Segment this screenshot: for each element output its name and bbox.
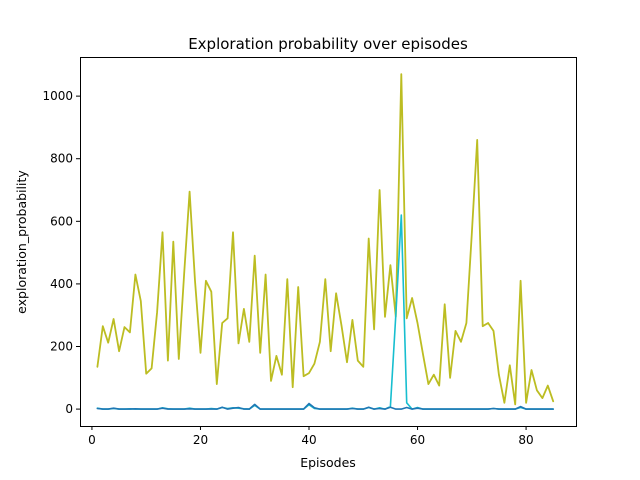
- chart-title: Exploration probability over episodes: [188, 35, 468, 53]
- plot-area: [96, 73, 555, 410]
- x-tick-label: 0: [88, 433, 96, 447]
- x-tick-label: 40: [301, 433, 316, 447]
- y-tick-label: 800: [50, 152, 73, 166]
- y-axis: 0 200 400 600 800 1000: [42, 89, 80, 416]
- x-tick-label: 60: [410, 433, 425, 447]
- x-axis: 0 20 40 60 80: [88, 426, 534, 447]
- y-tick-label: 1000: [42, 89, 73, 103]
- x-axis-label: Episodes: [300, 455, 356, 470]
- series-line-3: [96, 402, 555, 410]
- y-axis-label: exploration_probability: [14, 170, 29, 314]
- y-tick-label: 400: [50, 277, 73, 291]
- y-tick-label: 200: [50, 340, 73, 354]
- x-tick-label: 80: [518, 433, 533, 447]
- y-tick-label: 0: [65, 402, 73, 416]
- y-tick-label: 600: [50, 214, 73, 228]
- plot-frame: [80, 57, 577, 427]
- x-tick-label: 20: [193, 433, 208, 447]
- series-line-1: [96, 73, 555, 406]
